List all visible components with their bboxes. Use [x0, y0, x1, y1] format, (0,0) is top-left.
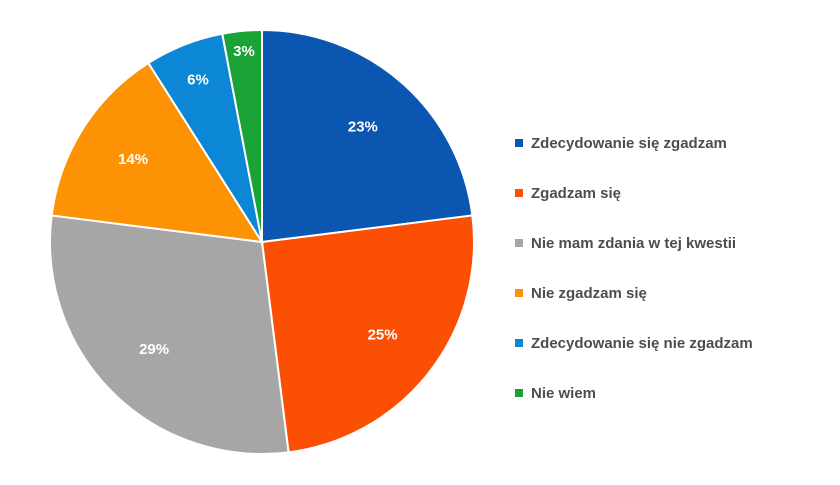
pie-slice-zgadzam-sie: [260, 214, 475, 454]
legend-item-zgadzam-sie: Zgadzam się: [515, 168, 835, 218]
legend-swatch: [515, 189, 523, 197]
legend-swatch: [515, 339, 523, 347]
legend-label: Zdecydowanie się zgadzam: [531, 134, 727, 152]
pie-slice-zdecydowanie-sie-zgadzam: [261, 28, 474, 244]
legend-swatch: [515, 139, 523, 147]
legend-item-nie-zgadzam-sie: Nie zgadzam się: [515, 268, 835, 318]
data-label-zgadzam-sie: 25%: [368, 327, 398, 344]
pie-slice-nie-wiem: [221, 28, 263, 243]
pie-slices: [49, 28, 475, 455]
legend-label: Nie wiem: [531, 384, 597, 402]
legend-label: Zgadzam się: [531, 184, 622, 202]
legend-item-zdecydowanie-sie-zgadzam: Zdecydowanie się zgadzam: [515, 118, 835, 168]
legend-label: Nie zgadzam się: [531, 284, 647, 302]
legend-label: Nie mam zdania w tej kwestii: [531, 234, 737, 252]
legend-item-nie-wiem: Nie wiem: [515, 368, 835, 418]
data-label-zdecydowanie-sie-nie-zgadzam: 6%: [187, 71, 209, 88]
legend-swatch: [515, 239, 523, 247]
legend-swatch: [515, 289, 523, 297]
data-label-nie-mam-zdania-w-tej-kwestii: 29%: [139, 341, 169, 358]
legend: Zdecydowanie się zgadzam Zgadzam się Nie m…: [515, 118, 835, 418]
pie-slice-nie-mam-zdania-w-tej-kwestii: [49, 214, 290, 455]
data-label-nie-zgadzam-sie: 14%: [118, 151, 148, 168]
data-label-nie-wiem: 3%: [233, 43, 255, 60]
data-label-zdecydowanie-sie-zgadzam: 23%: [348, 118, 378, 135]
pie-slice-nie-zgadzam-sie: [50, 61, 264, 244]
legend-item-zdecydowanie-sie-nie-zgadzam: Zdecydowanie się nie zgadzam: [515, 318, 835, 368]
pie-labels: 23% 25% 29% 14% 6% 3%: [118, 43, 398, 358]
legend-item-nie-mam-zdania-w-tej-kwestii: Nie mam zdania w tej kwestii: [515, 218, 835, 268]
legend-label: Zdecydowanie się nie zgadzam: [531, 334, 753, 352]
legend-swatch: [515, 389, 523, 397]
